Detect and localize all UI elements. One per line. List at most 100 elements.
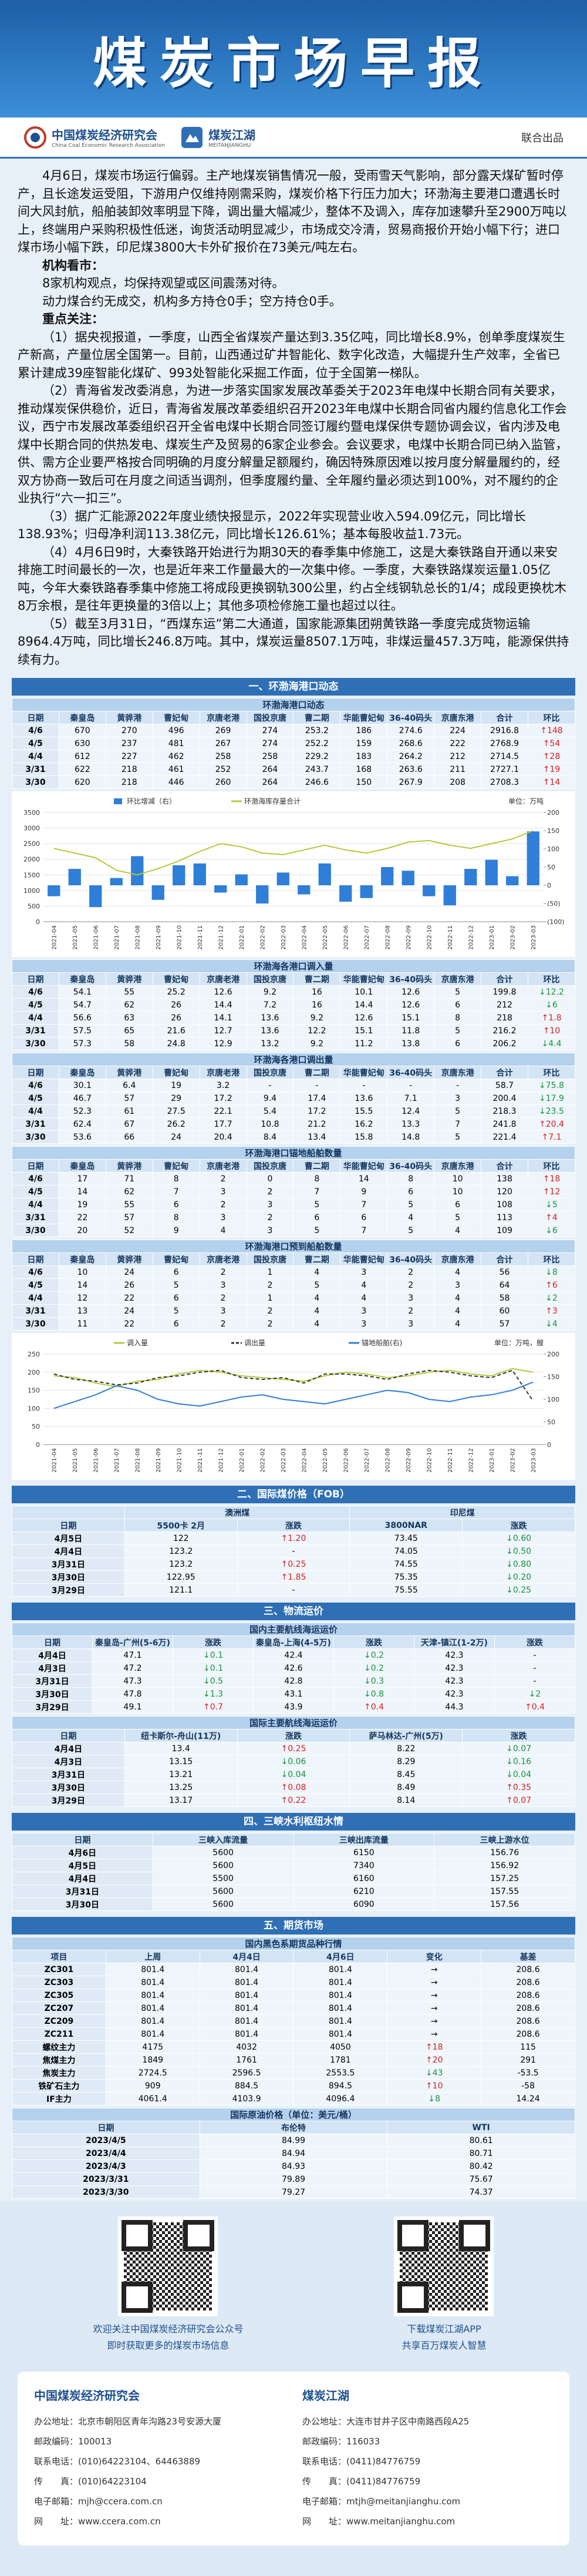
cell: 241.8 (481, 1117, 528, 1131)
column-header: 日期 (12, 2121, 200, 2134)
column-header: 秦皇岛 (58, 1252, 106, 1266)
cell: ↓8 (387, 2092, 482, 2105)
cell: 铁矿石主力 (12, 2079, 106, 2093)
cell: 5.4 (246, 1104, 294, 1118)
data-row: ZC303 801.4 801.4 801.4 → 208.6 (12, 1976, 575, 1989)
cell: 263.6 (387, 763, 435, 776)
cell: - (237, 1544, 350, 1558)
cell: 5 (293, 1224, 341, 1237)
cell: 3/30 (12, 775, 59, 789)
paragraph: （3）据广汇能源2022年度业绩快报显示，2022年实现营业收入594.09亿元… (18, 509, 526, 542)
column-header: 变化 (387, 1950, 482, 1963)
data-row: ZC207 801.4 801.4 801.4 → 208.6 (12, 2001, 575, 2015)
title-row: 国际原油价格（单位：美元/桶） (12, 2108, 575, 2121)
cell: 157.56 (434, 1897, 575, 1911)
cell: 44.3 (414, 1700, 495, 1714)
cell: 199.8 (481, 985, 528, 999)
bar (402, 871, 414, 885)
bar (214, 885, 227, 893)
x-tick-label: 2022-01 (239, 1448, 245, 1473)
x-tick-label: 2022-08 (384, 1448, 391, 1473)
cell: 801.4 (199, 1963, 294, 1976)
cell: 4/4 (12, 1291, 59, 1305)
cell: ↑3 (527, 1304, 576, 1318)
cell: 5 (293, 1278, 341, 1292)
cell: 157.55 (434, 1885, 575, 1898)
cell: 3 (434, 1091, 482, 1105)
line (53, 1381, 534, 1409)
x-tick-label: 2022-09 (406, 1448, 412, 1473)
y2-tick-label: (100) (547, 918, 565, 926)
cell: 0 (246, 1172, 294, 1185)
bar (339, 885, 352, 902)
cell: ↑0.4 (494, 1700, 575, 1714)
line (53, 830, 534, 876)
cell: ↑0.07 (462, 1794, 575, 1807)
column-header: 京唐老港 (199, 711, 247, 724)
column-header: 合计 (481, 711, 528, 724)
cell: 3月30日 (12, 1781, 125, 1794)
column-header: 环比 (527, 1159, 576, 1173)
cell: ↓0.50 (462, 1544, 575, 1558)
cell: ↑1.85 (237, 1570, 350, 1584)
header-row: 日期 秦皇岛 黄骅港 曹妃甸 京唐老港 国投京唐 曹二期 华能曹妃甸 36-40码头 京唐东港 合计… (12, 1252, 576, 1266)
cell: 2 (199, 1198, 247, 1211)
contact-org: 中国煤炭经济研究会 (34, 2389, 140, 2403)
title-row: 环渤海各港口调入量 (12, 959, 575, 973)
column-header: 三峡入库流量 (152, 1833, 294, 1846)
cell: 13.2 (246, 1037, 294, 1050)
bar (381, 867, 394, 885)
cell: 55 (105, 985, 153, 999)
data-row: 3/30 20 52 9 4 3 5 7 5 4 109 ↓6 (12, 1224, 576, 1237)
cell: 3月31日 (12, 1557, 125, 1571)
y-tick-label: 3500 (23, 809, 40, 817)
cell: 75.35 (349, 1570, 463, 1584)
data-row: 4月4日 13.4 ↑0.25 8.22 ↓0.07 (12, 1742, 575, 1755)
cell: 13.6 (340, 1091, 388, 1105)
cell: ↑14 (527, 775, 576, 789)
cell: 1781 (293, 2053, 388, 2067)
data-row: 4/5 14 26 5 3 2 5 4 2 3 64 ↑6 (12, 1278, 576, 1292)
cell: 21.2 (293, 1117, 341, 1131)
cell: 焦炭主力 (12, 2066, 106, 2080)
qr-block: 下载煤炭江湖APP 共享百万煤炭人智慧 (394, 2216, 494, 2354)
cell: 4/5 (12, 737, 59, 750)
cell: 74.37 (387, 2185, 575, 2199)
bar (256, 885, 269, 904)
x-tick-label: 2021-10 (176, 1448, 183, 1473)
column-header: 曹妃甸 (152, 1066, 200, 1079)
cell: 4/5 (12, 1185, 59, 1198)
column-header: 国投京唐 (246, 1252, 294, 1266)
joint-label: 联合出品 (521, 132, 564, 145)
cell: - (494, 1661, 575, 1675)
cell: 4/4 (12, 1011, 59, 1025)
cell: 3月30日 (12, 1687, 93, 1701)
data-row: 4/5 54.7 62 26 14.4 7.2 16 14.4 12.6 6 212 ↓6 (12, 998, 576, 1012)
cell: 54.1 (58, 985, 106, 999)
paragraph: 机构看市： (42, 258, 104, 273)
cell: 26 (152, 1011, 200, 1025)
cell: 12.7 (199, 1024, 247, 1037)
cell: 2708.3 (481, 775, 528, 789)
cell: 4096.4 (293, 2092, 388, 2105)
column-header: 日期 (12, 1252, 59, 1266)
column-header: 黄骅港 (105, 1252, 153, 1266)
x-tick-label: 2022-06 (343, 925, 349, 950)
table: 国际原油价格（单位：美元/桶） 日期 布伦特 WTI 2023/4/5 84.99 80.6… (12, 2108, 575, 2199)
column-header: 环比 (527, 1252, 576, 1266)
bar (173, 865, 185, 885)
y-tick-label: 0 (36, 1441, 40, 1449)
cell: 2 (246, 1317, 294, 1331)
cell: - (237, 1583, 350, 1597)
legend-swatch (114, 798, 122, 804)
data-row: 3/30 620 218 446 260 264 246.6 150 267.9 208 2708.… (12, 775, 576, 789)
logo-band: 中国煤炭经济研究会 China Coal Economic Research As… (0, 117, 587, 159)
cell: 159 (340, 737, 388, 750)
contact-org: 煤炭江湖 (302, 2389, 349, 2403)
column-header: 曹妃甸 (152, 711, 200, 724)
column-header: 京唐东港 (434, 1159, 482, 1173)
cell: 60 (481, 1304, 528, 1318)
cell: 52.3 (58, 1104, 106, 1118)
cell: 2714.5 (481, 750, 528, 763)
data-row: 3月31日 5600 6210 157.55 (12, 1885, 575, 1898)
